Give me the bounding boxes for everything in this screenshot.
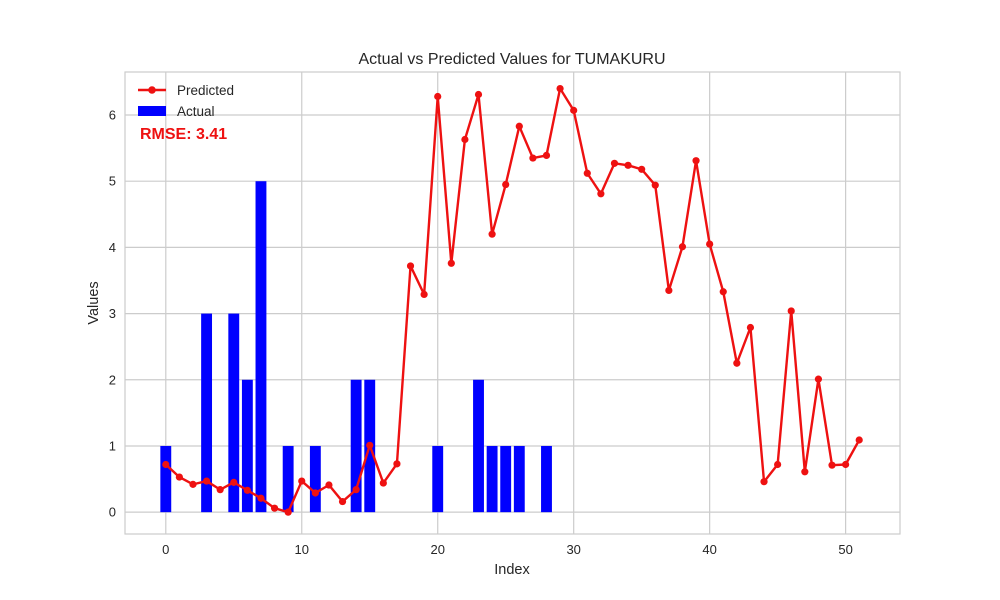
legend-predicted-label: Predicted: [177, 83, 234, 98]
predicted-point: [393, 460, 401, 468]
actual-bar: [160, 445, 172, 513]
predicted-point: [243, 486, 251, 494]
predicted-point: [610, 159, 619, 167]
y-tick-label: 6: [109, 108, 116, 123]
predicted-point: [189, 480, 197, 488]
predicted-point: [216, 486, 224, 494]
predicted-point: [352, 486, 360, 494]
predicted-point: [801, 468, 809, 476]
predicted-point: [270, 504, 279, 512]
predicted-point: [529, 154, 537, 162]
actual-bar: [282, 445, 294, 513]
predicted-point: [719, 288, 727, 296]
predicted-point: [787, 307, 795, 315]
y-tick-label: 3: [109, 306, 116, 321]
actual-bar: [350, 379, 362, 513]
predicted-point: [597, 190, 605, 198]
predicted-point: [311, 489, 319, 497]
predicted-point: [338, 497, 347, 506]
actual-bar: [473, 379, 484, 513]
predicted-point: [706, 240, 714, 248]
y-tick-label: 5: [109, 174, 116, 189]
predicted-point: [474, 90, 483, 99]
predicted-point: [162, 460, 170, 469]
predicted-point: [556, 84, 564, 93]
legend-actual-label: Actual: [177, 104, 215, 119]
predicted-point: [855, 436, 863, 444]
chart-title: Actual vs Predicted Values for TUMAKURU: [358, 51, 665, 68]
predicted-point: [502, 180, 510, 189]
predicted-point: [583, 169, 591, 177]
x-axis-title: Index: [494, 562, 530, 578]
actual-bar: [500, 445, 512, 513]
actual-bar: [228, 313, 240, 513]
legend-actual-swatch: [138, 106, 166, 116]
predicted-point: [298, 477, 306, 485]
rmse-annotation: RMSE: 3.41: [140, 126, 227, 143]
predicted-point: [284, 508, 292, 516]
predicted-point: [447, 259, 455, 267]
legend-predicted-marker: [148, 86, 156, 94]
predicted-point: [488, 230, 496, 238]
predicted-point: [678, 243, 687, 251]
x-tick-label: 40: [702, 542, 716, 557]
predicted-point: [230, 478, 238, 486]
plot-background: [125, 72, 900, 534]
y-tick-label: 1: [109, 438, 116, 453]
predicted-point: [651, 181, 659, 189]
plot-frame: [124, 71, 901, 535]
predicted-point: [461, 135, 469, 144]
x-tick-label: 0: [162, 542, 169, 557]
predicted-point: [814, 375, 823, 383]
y-tick-label: 0: [109, 505, 116, 520]
predicted-point: [638, 165, 646, 173]
predicted-point: [624, 161, 632, 169]
grid: [125, 72, 900, 534]
actual-bar: [513, 445, 525, 513]
predicted-point: [406, 262, 415, 270]
predicted-point: [665, 286, 673, 295]
y-axis-title: Values: [86, 281, 102, 324]
y-tick-label: 2: [109, 372, 116, 387]
predicted-point: [542, 151, 551, 159]
predicted-line: [162, 84, 863, 516]
predicted-point: [175, 473, 183, 481]
predicted-point: [842, 460, 850, 469]
actual-bar: [432, 445, 444, 513]
x-tick-label: 10: [295, 542, 309, 557]
actual-bar: [309, 445, 321, 513]
predicted-point: [325, 481, 333, 489]
predicted-point: [202, 477, 211, 485]
predicted-point: [570, 106, 578, 114]
predicted-point: [733, 359, 741, 367]
predicted-point: [760, 478, 768, 486]
x-tick-label: 50: [838, 542, 852, 557]
y-tick-label: 4: [109, 240, 116, 255]
predicted-series-line: [164, 87, 861, 514]
predicted-point: [379, 479, 387, 487]
predicted-point: [746, 323, 755, 332]
predicted-point: [257, 494, 265, 502]
actual-bar: [201, 313, 213, 513]
predicted-point: [515, 122, 523, 130]
tick-labels: 0 10 20 30 40 50 0 1 2 3 4 5 6: [109, 108, 853, 557]
actual-bar: [486, 445, 498, 513]
predicted-point: [420, 290, 428, 298]
predicted-point: [434, 92, 442, 101]
actual-bar: [241, 379, 253, 513]
predicted-point: [774, 460, 782, 469]
legend: Predicted Actual: [138, 83, 234, 119]
x-tick-label: 30: [566, 542, 580, 557]
predicted-point: [692, 157, 700, 165]
x-tick-label: 20: [430, 542, 444, 557]
actual-bar: [541, 445, 552, 513]
actual-bar: [255, 181, 267, 513]
predicted-point: [828, 461, 836, 469]
predicted-point: [366, 441, 374, 449]
